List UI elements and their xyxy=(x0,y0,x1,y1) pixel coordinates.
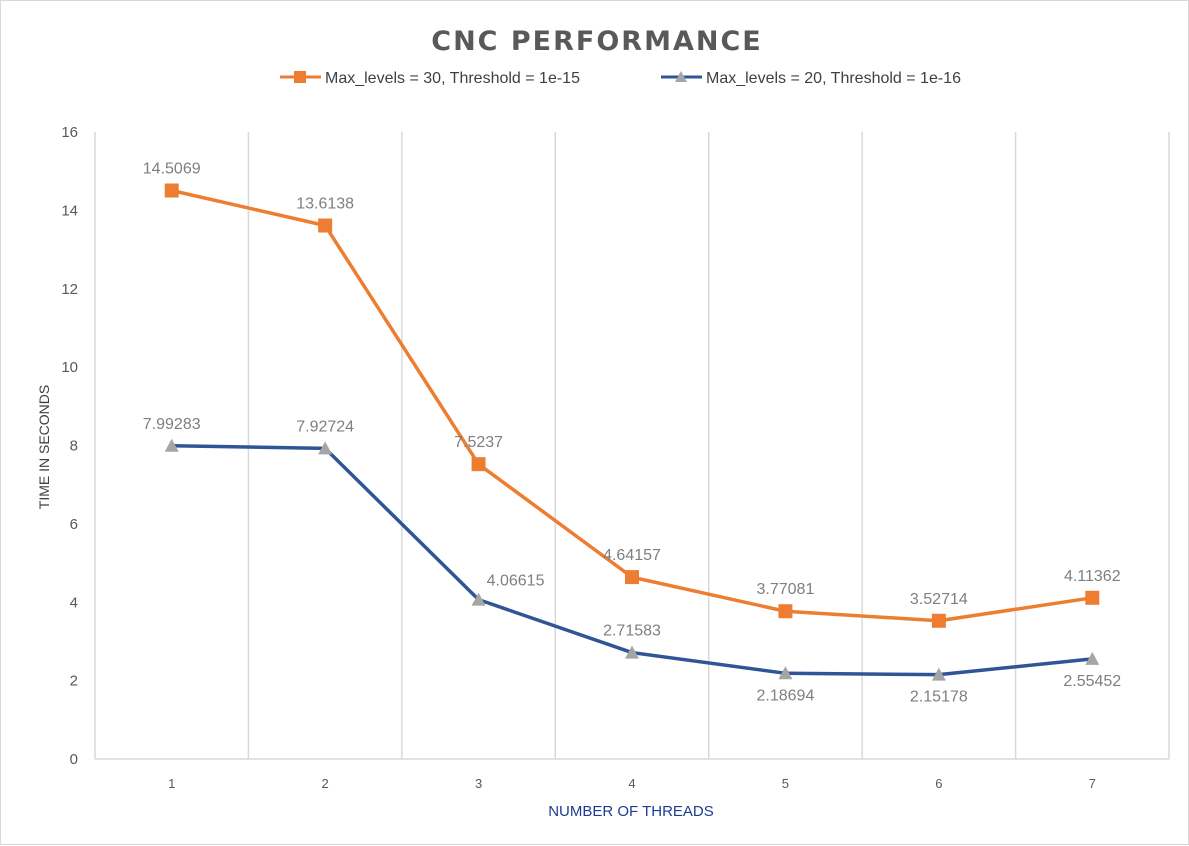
chart-title: CNC PERFORMANCE xyxy=(431,26,762,57)
series-2-point xyxy=(625,645,639,659)
y-tick-label: 6 xyxy=(70,516,78,533)
x-axis-label: NUMBER OF THREADS xyxy=(548,803,714,820)
x-tick-label: 5 xyxy=(782,776,789,791)
y-tick-label: 0 xyxy=(70,751,78,768)
series-2-point xyxy=(1085,651,1100,665)
series-2-data-label: 7.92724 xyxy=(296,418,354,435)
series-1-point xyxy=(778,604,793,619)
series-1-data-label: 14.5069 xyxy=(143,161,201,178)
series-1-data-label: 4.64157 xyxy=(603,547,661,564)
x-tick-label: 3 xyxy=(475,776,482,791)
legend-label-series-2: Max_levels = 20, Threshold = 1e-16 xyxy=(706,70,961,87)
legend-entry-series-2: Max_levels = 20, Threshold = 1e-16 xyxy=(661,70,961,87)
x-axis-ticks: 1 2 3 4 5 6 7 xyxy=(168,776,1096,791)
series-2-data-label: 7.99283 xyxy=(143,416,201,433)
series-1-data-label: 3.77081 xyxy=(757,581,815,598)
series-2-data-label: 2.15178 xyxy=(910,689,968,706)
series-layer: 14.5069 13.6138 7.5237 4.64157 3.77081 3.5271… xyxy=(143,161,1122,706)
series-2-point xyxy=(778,666,793,680)
series-2-point xyxy=(471,592,486,606)
series-1-point xyxy=(625,570,639,585)
series-2-data-label: 2.71583 xyxy=(603,623,661,640)
series-1-data-label: 3.52714 xyxy=(910,591,968,608)
series-1-point xyxy=(471,457,486,472)
legend-marker-series-1 xyxy=(294,71,306,83)
legend-entry-series-1: Max_levels = 30, Threshold = 1e-15 xyxy=(280,70,580,87)
series-2: 7.99283 7.92724 4.06615 2.71583 2.18694 2.151… xyxy=(143,416,1122,706)
series-1-point xyxy=(164,183,179,198)
y-axis-label: TIME IN SECONDS xyxy=(36,385,52,509)
x-tick-label: 7 xyxy=(1089,776,1096,791)
y-tick-label: 14 xyxy=(61,202,78,219)
series-1-data-label: 4.11362 xyxy=(1064,568,1121,585)
series-2-point xyxy=(931,667,946,681)
legend-label-series-1: Max_levels = 30, Threshold = 1e-15 xyxy=(325,70,580,87)
series-1: 14.5069 13.6138 7.5237 4.64157 3.77081 3.5271… xyxy=(143,161,1121,628)
series-2-point xyxy=(318,441,333,455)
x-tick-label: 4 xyxy=(628,776,635,791)
series-1-data-label: 7.5237 xyxy=(454,434,503,451)
y-tick-label: 4 xyxy=(70,594,78,611)
y-tick-label: 10 xyxy=(61,359,78,376)
series-1-point xyxy=(318,218,333,233)
series-2-data-label: 2.55452 xyxy=(1063,673,1121,690)
y-tick-label: 2 xyxy=(70,673,78,690)
legend-marker-series-2 xyxy=(675,71,687,82)
y-tick-label: 16 xyxy=(61,124,78,141)
y-tick-label: 12 xyxy=(61,281,78,298)
series-1-point xyxy=(1085,590,1100,605)
x-tick-label: 2 xyxy=(322,776,329,791)
series-2-point xyxy=(164,438,179,452)
x-tick-label: 1 xyxy=(168,776,175,791)
series-2-data-label: 4.06615 xyxy=(487,573,545,590)
x-tick-label: 6 xyxy=(935,776,942,791)
series-2-data-label: 2.18694 xyxy=(757,687,815,704)
y-axis-ticks: 0 2 4 6 8 10 12 14 16 xyxy=(61,124,78,768)
series-1-data-label: 13.6138 xyxy=(296,196,354,213)
legend: Max_levels = 30, Threshold = 1e-15 Max_l… xyxy=(280,70,961,87)
series-1-point xyxy=(931,613,946,628)
y-tick-label: 8 xyxy=(70,438,78,455)
